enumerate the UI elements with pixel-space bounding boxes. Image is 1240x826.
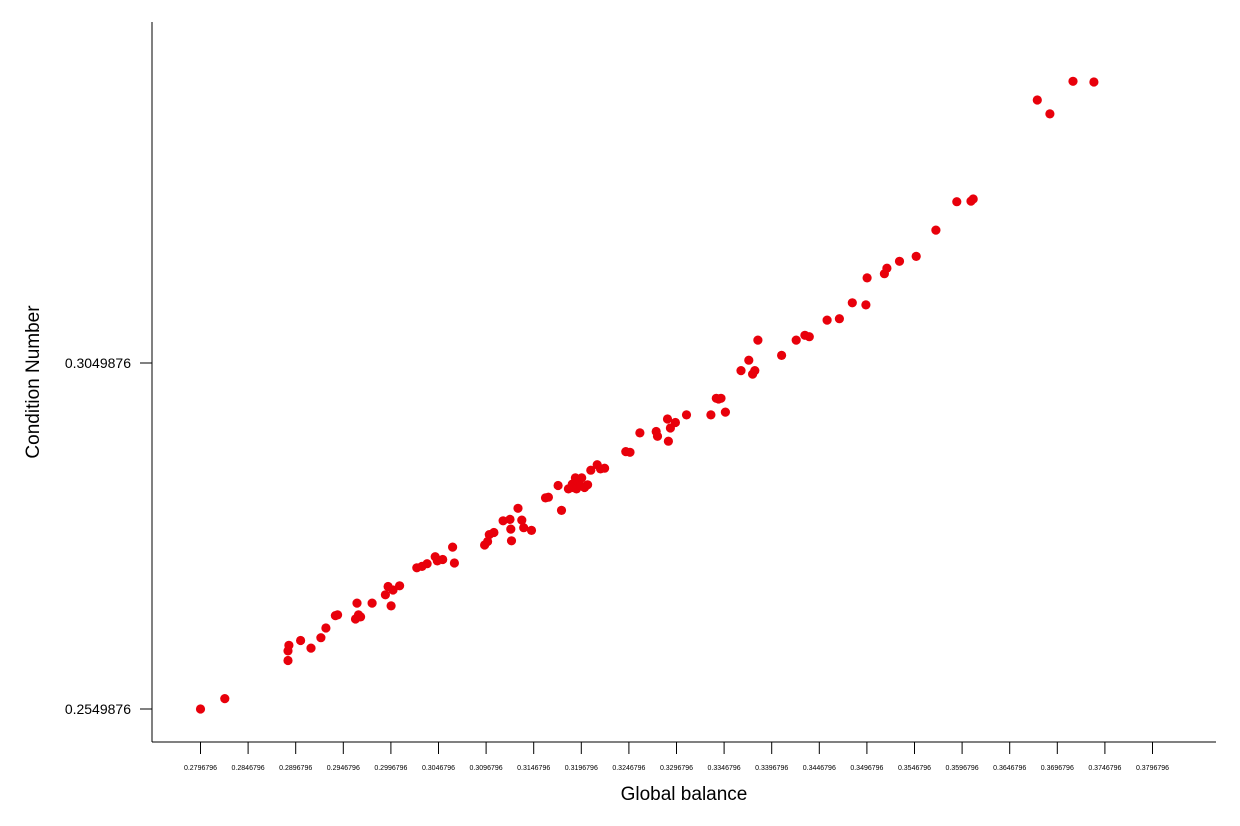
x-tick-label: 0.3496796 [850, 765, 883, 772]
data-point [483, 536, 493, 547]
data-point [753, 335, 763, 345]
data-point [583, 480, 593, 490]
data-point [306, 643, 316, 653]
x-tick-label: 0.2996796 [374, 765, 407, 772]
data-point [386, 601, 396, 611]
data-point [834, 314, 845, 324]
x-tick-label: 0.2846796 [232, 765, 265, 772]
data-point [1089, 77, 1099, 87]
data-point [1068, 76, 1078, 86]
data-point [635, 428, 645, 438]
data-point [296, 635, 306, 646]
data-point [284, 640, 294, 650]
data-point [448, 542, 458, 552]
x-ticks: 0.2796796 0.2846796 0.2896796 0.2946796 0.29… [184, 742, 1169, 772]
x-tick-label: 0.3246796 [612, 765, 645, 772]
x-tick-label: 0.3296796 [660, 765, 693, 772]
data-point [777, 350, 787, 360]
data-point [716, 393, 726, 403]
data-point [321, 623, 331, 633]
data-point [506, 536, 517, 546]
data-point [652, 431, 663, 441]
data-point [556, 505, 567, 515]
x-tick-label: 0.3446796 [803, 765, 836, 772]
data-point [791, 335, 801, 345]
data-point [862, 273, 872, 283]
data-point [553, 480, 563, 491]
data-point [422, 559, 432, 569]
data-point [861, 300, 871, 310]
x-tick-label: 0.3146796 [517, 765, 550, 772]
data-point [526, 525, 537, 536]
data-point [1045, 109, 1055, 119]
data-point [438, 554, 448, 565]
data-point [195, 704, 206, 714]
data-point [662, 414, 673, 424]
x-tick-label: 0.3596796 [946, 765, 979, 772]
x-tick-label: 0.2896796 [279, 765, 312, 772]
data-point [388, 585, 398, 595]
data-point [822, 315, 832, 325]
y-tick-label: 0.2549876 [65, 701, 131, 717]
data-point [882, 263, 892, 273]
data-point [663, 436, 674, 446]
x-tick-label: 0.2946796 [327, 765, 360, 772]
y-tick-label: 0.3049876 [65, 355, 131, 371]
data-point [489, 527, 499, 538]
data-point [220, 694, 230, 704]
data-point [505, 514, 515, 525]
data-point [911, 251, 921, 261]
axes [151, 22, 1216, 743]
data-point [894, 256, 905, 266]
data-points [195, 76, 1099, 714]
x-tick-label: 0.3746796 [1088, 765, 1121, 772]
data-point [333, 610, 343, 620]
data-point [600, 463, 610, 473]
data-point [847, 298, 857, 308]
data-point [498, 516, 508, 526]
x-axis-title: Global balance [621, 784, 748, 805]
x-tick-label: 0.3346796 [708, 765, 741, 772]
data-point [670, 417, 681, 428]
data-point [736, 366, 746, 376]
x-tick-label: 0.3696796 [1041, 765, 1074, 772]
x-tick-label: 0.3646796 [993, 765, 1026, 772]
x-tick-label: 0.3046796 [422, 765, 455, 772]
x-tick-label: 0.3196796 [565, 765, 598, 772]
data-point [380, 590, 390, 600]
data-point [356, 612, 366, 622]
data-point [519, 523, 529, 533]
y-ticks: 0.2549876 0.3049876 [65, 355, 152, 717]
data-point [1032, 95, 1042, 105]
x-tick-label: 0.3796796 [1136, 765, 1169, 772]
data-point [367, 598, 377, 608]
data-point [706, 410, 716, 420]
data-point [513, 503, 523, 513]
x-tick-label: 0.3396796 [755, 765, 788, 772]
data-point [517, 515, 527, 525]
data-point [577, 473, 587, 483]
data-point [720, 407, 731, 417]
data-point [952, 197, 962, 207]
data-point [543, 492, 554, 502]
data-point [968, 194, 978, 204]
data-point [681, 410, 692, 420]
data-point [750, 366, 760, 376]
data-point [283, 655, 293, 666]
data-point [744, 355, 754, 365]
x-tick-label: 0.2796796 [184, 765, 217, 772]
data-point [316, 633, 326, 643]
data-point [395, 581, 405, 591]
data-point [506, 524, 516, 534]
y-axis-title: Condition Number [23, 305, 44, 459]
data-point [586, 465, 596, 475]
data-point [449, 558, 459, 568]
x-tick-label: 0.3096796 [470, 765, 503, 772]
x-tick-label: 0.3546796 [898, 765, 931, 772]
data-point [352, 598, 362, 608]
data-point [625, 447, 635, 457]
data-point [804, 332, 814, 342]
data-point [931, 225, 941, 235]
